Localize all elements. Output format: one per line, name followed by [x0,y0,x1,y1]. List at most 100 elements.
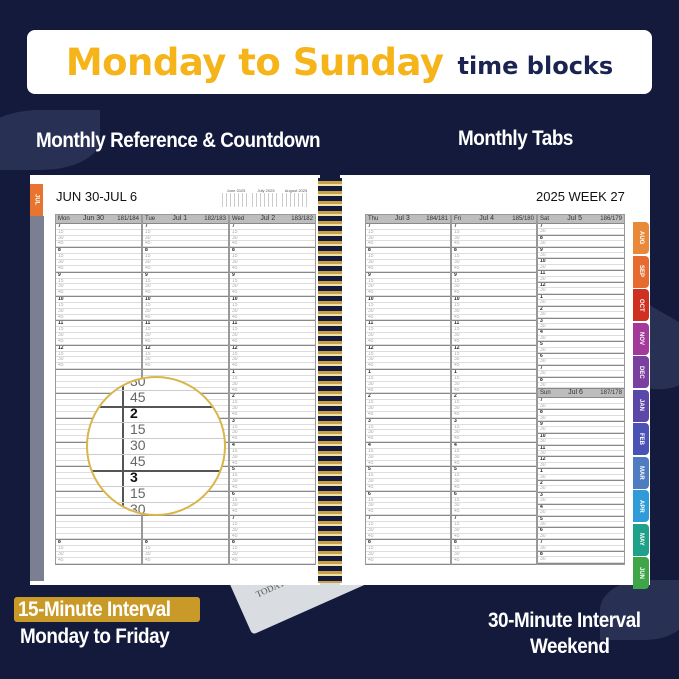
time-slot-label: 15 [452,400,536,407]
hour-block: 8 30 [538,552,624,564]
time-slot-label: 15 [230,449,315,455]
hour-block: 8 15 30 45 [366,248,450,273]
tab-dec[interactable]: DEC [633,356,649,388]
time-slot-label: 30 [538,241,624,247]
day-date: Jul 6 [568,389,583,397]
time-slot-label: 15 [143,352,228,358]
hour-block: 7 15 30 45 [452,224,536,249]
day-of-week: Tue [145,216,156,222]
time-slot-label: 15 [56,303,141,309]
time-slot-label: 15 [452,498,536,504]
hour-block: 8 15 30 45 [452,248,536,273]
day-date: Jul 3 [394,215,410,222]
tab-apr[interactable]: APR [633,490,649,522]
time-slot-label: 45 [143,339,228,345]
hour-block: 5 15 30 45 [230,467,315,492]
time-slot-label: 30 [538,439,624,445]
hour-block: 11 15 30 45 [366,321,450,346]
hour-block: 12 30 [538,283,624,295]
time-slot-label: 30 [230,309,315,315]
time-slot-label [56,528,141,534]
time-slot-label: 30 [143,309,228,315]
time-slot-label: 11 [366,321,450,328]
time-slot-label: 6 [452,492,536,498]
hour-block: 4 15 30 45 [366,443,450,468]
hour-block: 11 15 30 45 [452,321,536,346]
time-slot-label: 30 [366,479,450,485]
time-slot-label: 45 [230,436,315,443]
time-slot-label: 15 [230,546,315,553]
mini-calendar-title: June 2025 [226,188,246,193]
tab-nov[interactable]: NOV [633,322,649,355]
day-date: Jul 2 [260,215,276,222]
time-slot-label: 30 [538,451,624,457]
time-slot-label: 8 [538,410,624,416]
tab-sep[interactable]: SEP [633,255,649,288]
time-slot-label: 45 [56,339,141,345]
tab-oct[interactable]: OCT [633,289,649,321]
tab-mar[interactable]: MAR [633,456,649,489]
time-slot-label: 30 [230,503,315,510]
time-slot-label: 1 [538,469,624,475]
hour-block: 10 30 [538,259,624,272]
time-slot-label: 30 [538,416,624,421]
hour-block [56,516,141,541]
time-slot-label: 30 [538,522,624,528]
magnifier-line [88,422,224,423]
time-slot-label: 30 [143,357,228,364]
hour-block: 11 30 [538,271,624,284]
hour-block: 11 15 30 45 [230,321,315,346]
time-slot-label: 7 [452,516,536,522]
time-slot-label: 45 [452,412,536,418]
time-slot-label: 15 [452,352,536,358]
time-slot-label: 45 [366,266,450,272]
day-of-week: Fri [454,216,461,222]
hour-block: 10 15 30 45 [143,297,228,322]
time-slot-label: 8 [366,540,450,547]
time-slot-label: 45 [366,461,450,467]
time-slot-label: 5 [366,467,450,474]
time-slot-label: 45 [230,363,315,370]
spiral-binding [318,178,342,583]
tab-may[interactable]: MAY [633,523,649,556]
hour-block: 9 30 [538,422,624,434]
time-slot-label [143,528,228,534]
hour-block: 5 15 30 45 [366,467,450,492]
time-slot-label: 30 [230,260,315,266]
time-slot-label: 30 [538,312,624,318]
hour-block: 9 15 30 45 [452,273,536,298]
tab-jun[interactable]: JUN [633,557,649,589]
tab-jul[interactable]: JUL [30,184,43,216]
time-slot-label: 45 [143,558,228,564]
time-slot-label: 15 [56,546,141,553]
day-of-week: Thu [368,216,379,222]
time-slot-label: 8 [230,540,315,547]
time-slot-label: 15 [452,425,536,431]
time-slot-label [56,503,141,510]
time-slot-label: 30 [366,455,450,461]
hour-block: 1 15 30 45 [230,370,315,395]
time-slot-label: 8 [56,248,141,255]
hour-block: 8 15 30 45 [230,540,315,565]
day-count: 181/184 [117,216,139,222]
time-slot-label: 15 [143,230,228,236]
callout-15-min-line2: Monday to Friday [20,625,170,648]
time-slot-label: 15 [366,327,450,334]
tab-aug[interactable]: AUG [633,222,649,254]
time-slot-label: 30 [56,333,141,339]
time-slot-label: 45 [366,485,450,491]
day-date: Jul 4 [479,215,495,222]
time-slot-label: 8 [538,236,624,242]
time-slot-label: 2 [538,481,624,487]
time-slot-label: 7 [538,398,624,404]
time-slot-label: 45 [56,363,141,370]
tab-jan[interactable]: JAN [633,389,649,422]
time-slot-label: 11 [56,321,141,328]
hour-block: 4 30 [538,505,624,517]
mini-calendar: June 2025 [222,188,250,207]
time-slot-label: 3 [366,419,450,425]
magnifier-label: 30 [130,501,146,516]
tab-feb[interactable]: FEB [633,423,649,455]
hour-block: 3 15 30 45 [366,419,450,444]
hour-block: 1 30 [538,469,624,482]
